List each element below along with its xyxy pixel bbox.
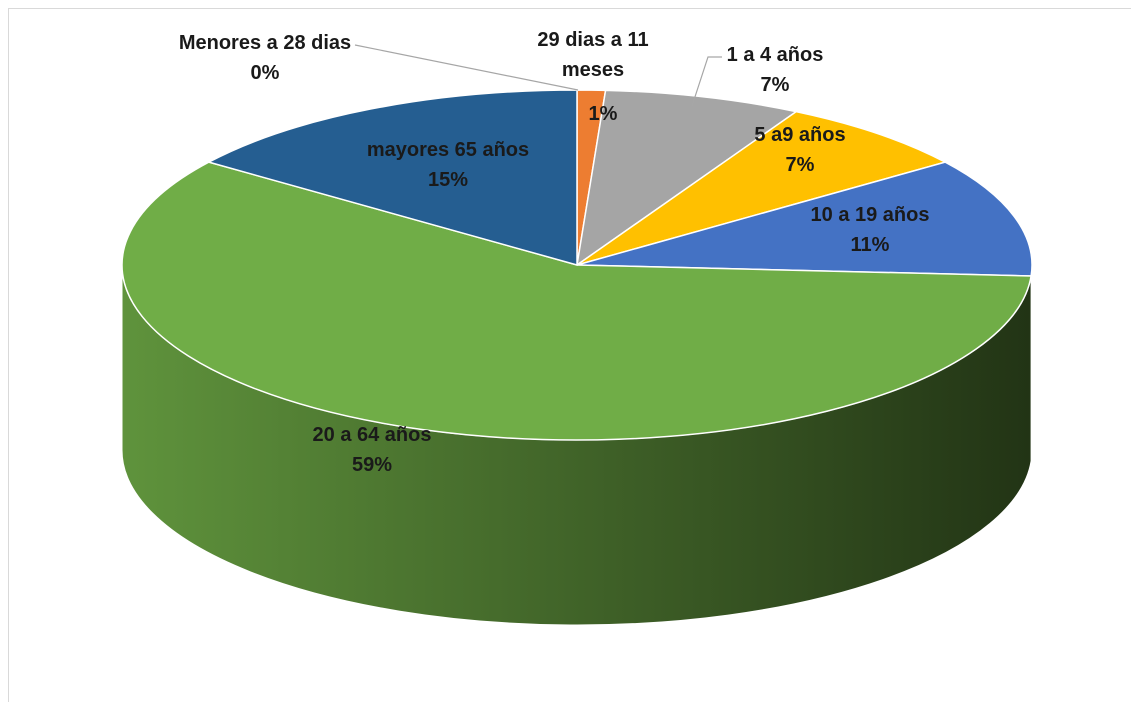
- value-label: 7%: [760, 74, 790, 96]
- pie-slice: [575, 89, 799, 267]
- data-label: 10 a 19 años 11%: [790, 200, 950, 260]
- category-label: 1 a 4 años: [726, 44, 824, 66]
- leader-line: [691, 56, 722, 107]
- data-label: 20 a 64 años 59%: [272, 420, 472, 480]
- data-label: 29 dias a 11 meses 1%: [518, 25, 668, 129]
- category-label: 29 dias a 11 meses: [537, 29, 649, 81]
- value-label: 59%: [351, 454, 393, 476]
- pie-slice: [576, 161, 1033, 277]
- data-label: 1 a 4 años 7%: [705, 40, 845, 100]
- value-label: 7%: [785, 154, 815, 176]
- data-label: 5 a9 años 7%: [730, 120, 870, 180]
- value-label: 1%: [588, 103, 618, 125]
- value-label: 11%: [850, 234, 890, 256]
- leader-line: [354, 44, 579, 91]
- value-label: 15%: [427, 169, 469, 191]
- category-label: 20 a 64 años: [312, 424, 432, 446]
- category-label: 5 a9 años: [754, 124, 846, 146]
- value-label: 0%: [250, 62, 280, 84]
- category-label: mayores 65 años: [366, 139, 530, 161]
- chart-frame: [8, 8, 1131, 702]
- pie-slice: [576, 110, 948, 266]
- pie-slice: [206, 89, 578, 266]
- data-label: mayores 65 años 15%: [328, 135, 568, 195]
- data-label: Menores a 28 dias 0%: [165, 28, 365, 88]
- category-label: 10 a 19 años: [810, 204, 930, 226]
- pie-slice: [121, 161, 1032, 441]
- category-label: Menores a 28 dias: [178, 32, 352, 54]
